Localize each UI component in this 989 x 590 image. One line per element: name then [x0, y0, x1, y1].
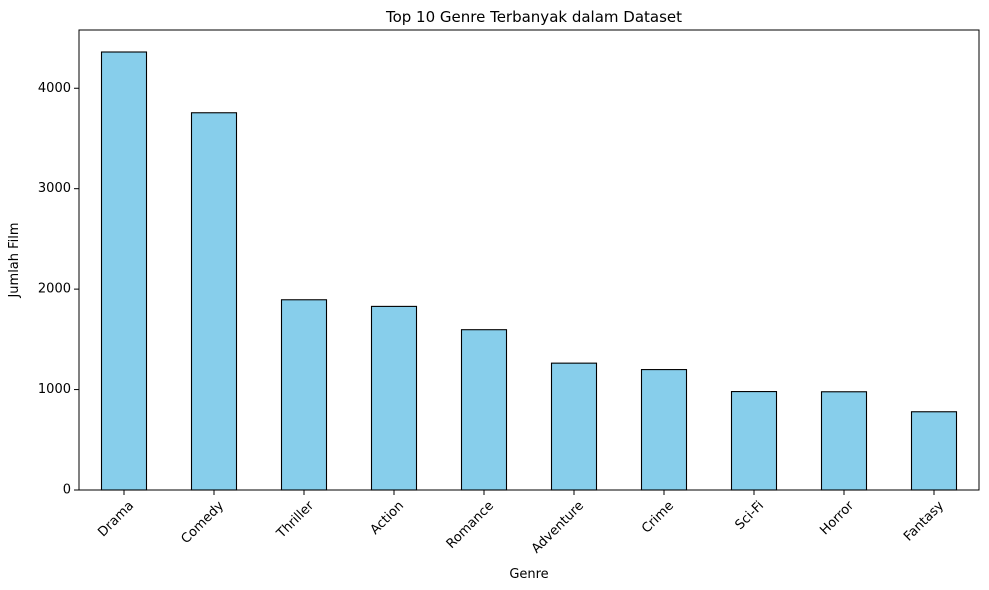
bar-horror: [820, 391, 868, 491]
bar-drama: [100, 51, 148, 491]
plot-frame: [78, 29, 980, 491]
bar-thriller: [280, 299, 328, 491]
chart-title: Top 10 Genre Terbanyak dalam Dataset: [385, 8, 682, 26]
y-axis-label: Jumlah Film: [7, 222, 22, 298]
y-tick-label: 2000: [38, 282, 71, 297]
bar-sci-fi: [730, 391, 778, 491]
y-tick-label: 1000: [38, 382, 71, 397]
y-tick-label: 0: [63, 483, 71, 498]
x-axis-label: Genre: [509, 567, 548, 582]
y-axis: 0 1000 2000 3000 4000: [38, 81, 79, 498]
bar-comedy: [190, 112, 238, 491]
y-tick-label: 4000: [38, 81, 71, 96]
bars-layer: [100, 51, 958, 491]
bar-romance: [460, 329, 508, 491]
bar-action: [370, 305, 418, 491]
bar-crime: [640, 369, 688, 491]
bar-adventure: [550, 362, 598, 491]
y-tick-label: 3000: [38, 181, 71, 196]
bar-fantasy: [910, 411, 958, 491]
